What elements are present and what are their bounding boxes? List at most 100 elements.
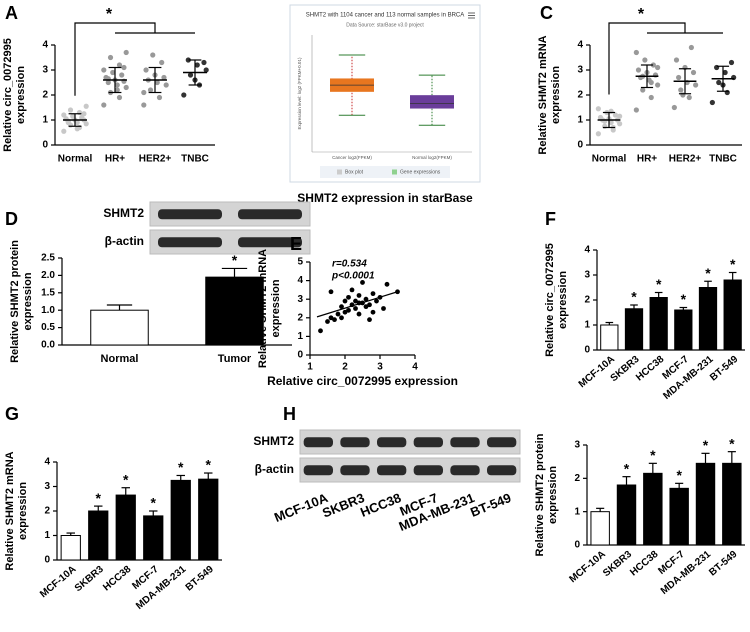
x-axis-label: Relative circ_0072995 expression: [267, 374, 458, 388]
x-tick-label: BT-549: [184, 564, 217, 594]
data-point: [349, 287, 355, 293]
y-tick-label: 3: [42, 65, 48, 76]
data-dot: [156, 94, 163, 101]
data-dot: [119, 72, 125, 78]
bar: [722, 462, 742, 546]
y-tick-label: 1: [577, 115, 583, 126]
bar: [616, 484, 637, 546]
x-tick-label: Cancer log2(FPKM): [332, 155, 372, 160]
x-tick-label: 3: [377, 362, 383, 373]
data-dot: [655, 82, 661, 88]
data-dot: [728, 59, 735, 66]
data-dot: [640, 87, 646, 93]
box: [410, 95, 454, 109]
y-tick-label: 0: [574, 540, 580, 551]
data-dot: [633, 107, 639, 113]
significance-label: *: [106, 6, 113, 23]
y-axis-label: expression: [17, 482, 29, 540]
data-dot: [101, 102, 107, 108]
data-point: [335, 311, 341, 317]
y-tick-label: 1: [44, 530, 50, 541]
y-axis-label: expression: [557, 271, 569, 329]
bar: [643, 472, 663, 546]
y-tick-label: 3: [297, 294, 303, 305]
significance-label: *: [650, 447, 656, 463]
blot-strip: [299, 429, 521, 455]
data-point: [328, 289, 334, 295]
panel-letter: D: [5, 209, 18, 229]
blot-band: [238, 209, 302, 220]
data-point: [346, 294, 351, 300]
legend-swatch: [392, 169, 397, 175]
data-dot: [673, 57, 680, 63]
data-dot: [635, 67, 642, 73]
y-tick-label: 4: [584, 245, 590, 256]
data-dot: [194, 62, 200, 68]
x-tick-label: 1: [307, 362, 313, 373]
data-dot: [107, 54, 114, 61]
data-dot: [70, 113, 76, 119]
legend-panel: [320, 166, 450, 178]
x-tick-label: Normal: [592, 154, 627, 165]
significance-label: *: [631, 289, 637, 305]
legend-swatch: [337, 169, 342, 175]
bar: [143, 515, 164, 561]
blot-band: [487, 465, 517, 476]
x-tick-label: MCF-10A: [38, 564, 78, 600]
data-point: [367, 302, 372, 308]
data-dot: [110, 69, 116, 76]
data-dot: [61, 112, 67, 118]
y-tick-label: 2.0: [41, 270, 55, 281]
blot-band: [340, 465, 370, 476]
data-dot: [116, 94, 123, 101]
significance-label: *: [151, 495, 157, 511]
data-dot: [114, 87, 120, 93]
x-tick-label: HR+: [637, 154, 657, 165]
bar: [649, 297, 668, 351]
blot-label: β-actin: [255, 462, 294, 476]
data-point: [363, 296, 369, 302]
bar: [674, 309, 693, 351]
significance-label: *: [96, 490, 102, 506]
blot-band: [303, 437, 333, 448]
panel-letter: A: [5, 3, 18, 23]
data-dot: [187, 72, 194, 78]
data-dot: [65, 119, 71, 126]
data-dot: [83, 103, 89, 109]
menu-icon: [468, 12, 475, 19]
y-axis-label: Expression level: log2 (FPKM+0.01): [297, 57, 302, 129]
y-axis-label: Relative SHMT2 protein: [9, 240, 21, 363]
significance-label: *: [178, 459, 184, 475]
y-tick-label: 2: [577, 90, 583, 101]
significance-label: *: [638, 6, 645, 23]
data-dot: [105, 79, 111, 86]
significance-label: *: [729, 435, 735, 451]
y-tick-label: 1.5: [41, 287, 55, 298]
x-tick-label: TNBC: [709, 154, 737, 165]
bar: [698, 287, 718, 351]
data-dot: [716, 79, 722, 86]
data-point: [339, 304, 344, 310]
data-point: [370, 291, 376, 297]
x-tick-label: HCC38: [101, 564, 134, 594]
plot-title: SHMT2 with 1104 cancer and 113 normal sa…: [306, 13, 465, 19]
y-tick-label: 3: [44, 481, 50, 492]
data-point: [318, 328, 323, 334]
x-tick-label: Normal log2(FPKM): [412, 155, 452, 160]
y-tick-label: 4: [42, 40, 48, 51]
y-axis-label: Relative circ_0072995: [544, 243, 556, 357]
data-point: [381, 306, 386, 311]
x-tick-label: HER2+: [139, 154, 172, 165]
blot-band: [238, 237, 302, 248]
blot-strip: [299, 457, 521, 483]
panel-letter: E: [290, 234, 302, 254]
x-tick-label: HCC38: [634, 354, 667, 384]
y-tick-label: 2: [574, 473, 580, 484]
blot-band: [158, 237, 222, 248]
data-dot: [648, 94, 654, 101]
y-axis-label: expression: [547, 466, 559, 524]
bar: [60, 535, 81, 561]
stat-annotation: r=0.534: [332, 259, 367, 270]
blot-band: [158, 209, 222, 220]
bar: [669, 487, 689, 546]
